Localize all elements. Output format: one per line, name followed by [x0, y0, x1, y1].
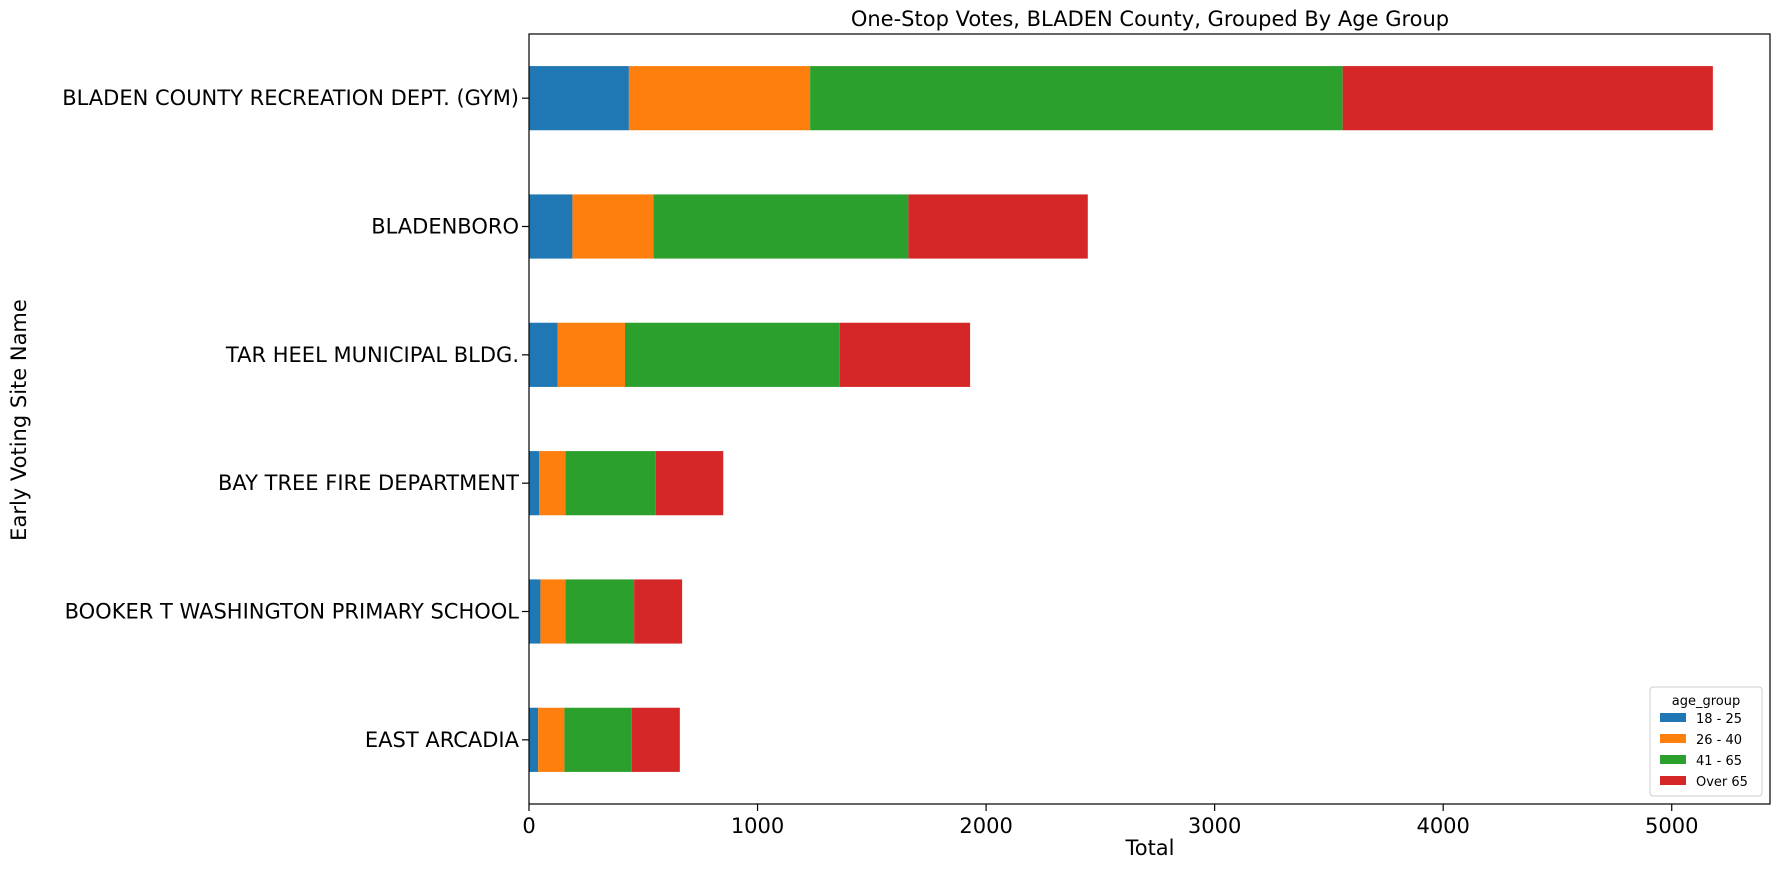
- bar-segment: [538, 707, 565, 772]
- legend: age_group 18 - 25 26 - 40 41 - 65 Over 65: [1649, 686, 1763, 797]
- x-tick-label: 5000: [1645, 814, 1698, 838]
- legend-label: Over 65: [1696, 775, 1748, 790]
- legend-swatch: [1660, 776, 1686, 785]
- bar-segment: [565, 579, 635, 644]
- bar-segment: [564, 707, 632, 772]
- bar-segment: [529, 579, 541, 644]
- bar-segment: [653, 194, 909, 259]
- bar-segment: [565, 451, 656, 516]
- bar-segment: [529, 194, 573, 259]
- bar-segment: [539, 451, 566, 516]
- x-axis-label: Total: [1124, 836, 1174, 860]
- y-tick-label: BOOKER T WASHINGTON PRIMARY SCHOOL: [65, 600, 520, 624]
- x-tick-labels: 0 1000 2000 3000 4000 5000: [522, 804, 1698, 838]
- legend-swatch: [1660, 755, 1686, 764]
- legend-label: 18 - 25: [1696, 712, 1742, 727]
- bar-segment: [1342, 66, 1713, 131]
- y-tick-labels: BLADEN COUNTY RECREATION DEPT. (GYM) BLAD…: [62, 86, 529, 752]
- legend-swatch: [1660, 713, 1686, 722]
- x-tick-label: 1000: [731, 814, 784, 838]
- y-tick-label: BLADENBORO: [371, 215, 519, 239]
- bar-segment: [529, 707, 539, 772]
- x-tick-label: 2000: [959, 814, 1012, 838]
- plot-frame: [528, 33, 1771, 805]
- bar-segment: [624, 322, 840, 387]
- bars-group: [529, 66, 1713, 772]
- legend-title: age_group: [1672, 694, 1740, 709]
- x-tick-label: 0: [522, 814, 535, 838]
- bar-segment: [540, 579, 566, 644]
- legend-label: 41 - 65: [1696, 754, 1742, 769]
- legend-swatch: [1660, 734, 1686, 743]
- bar-segment: [634, 579, 683, 644]
- bar-segment: [557, 322, 625, 387]
- y-tick-label: EAST ARCADIA: [365, 728, 520, 752]
- bar-segment: [631, 707, 680, 772]
- x-tick-label: 3000: [1188, 814, 1241, 838]
- bar-segment: [529, 451, 540, 516]
- y-tick-label: BLADEN COUNTY RECREATION DEPT. (GYM): [62, 86, 519, 110]
- y-axis-label: Early Voting Site Name: [7, 299, 31, 541]
- chart-title: One-Stop Votes, BLADEN County, Grouped B…: [851, 7, 1449, 31]
- bar-segment: [529, 66, 629, 131]
- y-tick-label: BAY TREE FIRE DEPARTMENT: [218, 471, 519, 495]
- bar-segment: [908, 194, 1088, 259]
- bar-segment: [628, 66, 811, 131]
- bar-segment: [810, 66, 1343, 131]
- y-tick-label: TAR HEEL MUNICIPAL BLDG.: [225, 343, 519, 367]
- bar-segment: [655, 451, 724, 516]
- legend-label: 26 - 40: [1696, 733, 1742, 748]
- bar-segment: [572, 194, 654, 259]
- bar-segment: [839, 322, 971, 387]
- bar-segment: [529, 322, 558, 387]
- x-tick-label: 4000: [1416, 814, 1469, 838]
